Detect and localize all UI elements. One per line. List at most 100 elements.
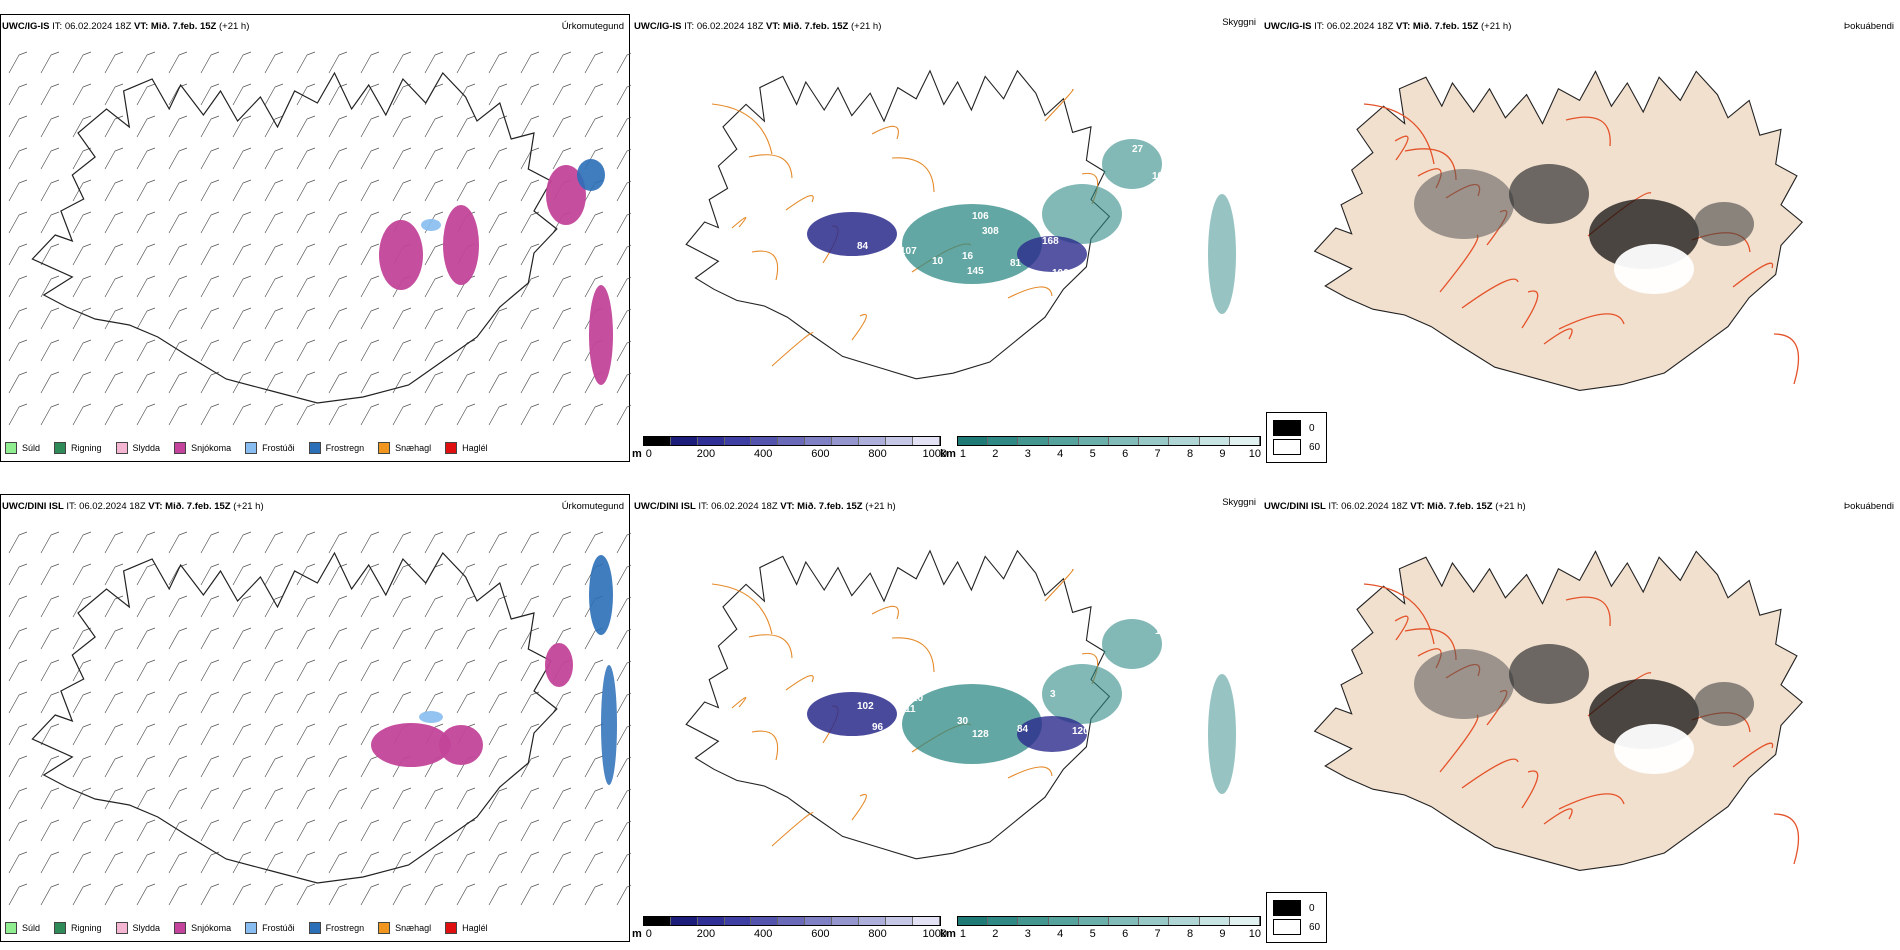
model-name: UWC/IG-IS [634, 21, 682, 32]
wind-barb [392, 179, 412, 202]
wind-barb [296, 723, 316, 746]
wind-barb [200, 51, 220, 74]
wind-barb [136, 83, 156, 106]
legend-swatch [115, 922, 128, 934]
wind-barb [520, 819, 540, 842]
colorbar-tick-label: 6 [1122, 928, 1129, 940]
wind-barb [424, 531, 444, 554]
wind-barb [360, 275, 380, 298]
road [1565, 116, 1611, 147]
model-name: UWC/DINI ISL [634, 501, 696, 512]
wind-barb [520, 179, 540, 202]
wind-barb [264, 339, 284, 362]
wind-barb [40, 627, 60, 650]
map-layer [1313, 550, 1803, 871]
visibility-value-label: 76 [837, 261, 849, 272]
wind-barb [104, 883, 124, 906]
wind-barb [104, 723, 124, 746]
low-visibility-area [902, 204, 1042, 284]
colorbar-tick-label: 200 [696, 448, 716, 460]
wind-barb [328, 339, 348, 362]
colorbar-tick-label: 0 [645, 448, 652, 460]
fog-index-area [1614, 244, 1694, 294]
colorbar-tick-label: 200 [696, 928, 716, 940]
wind-barb [232, 115, 252, 138]
colorbar-bin [912, 437, 940, 445]
legend-label: Haglél [462, 923, 488, 933]
wind-barb [200, 147, 220, 170]
wind-barb [168, 723, 188, 746]
wind-barb [584, 755, 604, 778]
legend-label: Frostregn [325, 923, 365, 933]
wind-barb [424, 51, 444, 74]
road [891, 637, 935, 673]
wind-barb [264, 211, 284, 234]
precip-legend-row1: Súld Rigning Slydda Snjókoma Frostúði Frostre… [5, 439, 502, 457]
wind-barb [200, 883, 220, 906]
coastline [1313, 550, 1803, 871]
road [1773, 333, 1800, 385]
panel-header-visibility-1: UWC/IG-IS IT: 06.02.2024 18Z VT: Mið. 7.… [634, 17, 1260, 34]
wind-barb [488, 51, 508, 74]
wind-barb [456, 307, 476, 330]
road [1007, 766, 1053, 779]
colorbar-bin [724, 437, 752, 445]
wind-barb [520, 851, 540, 874]
wind-barb [232, 403, 252, 426]
wind-barb [232, 243, 252, 266]
wind-barb [296, 179, 316, 202]
visibility-value-label: 84 [1017, 724, 1029, 735]
wind-barb [456, 627, 476, 650]
colorbar-strip [956, 436, 1261, 446]
wind-barb [616, 885, 631, 906]
wind-barb [488, 179, 508, 202]
visibility-value-label: 84 [857, 241, 869, 252]
wind-barb [8, 563, 28, 586]
wind-barb [8, 275, 28, 298]
wind-barb [200, 211, 220, 234]
wind-barb [328, 243, 348, 266]
wind-barb [72, 531, 92, 554]
legend-swatch [378, 442, 391, 454]
colorbar-bin [643, 437, 671, 445]
wind-barb [520, 787, 540, 810]
colorbar-tick-label: 3 [1024, 448, 1031, 460]
wind-barb [104, 307, 124, 330]
low-cloud-base-area [1017, 716, 1087, 752]
vt-label: VT: [1396, 21, 1411, 32]
visibility-value-label: 100 [1152, 171, 1169, 182]
colorbar-tick-label: 7 [1154, 448, 1161, 460]
map-layer [8, 531, 631, 906]
fog-legend-item: 60 [1273, 919, 1320, 935]
wind-barb [488, 531, 508, 554]
wind-barb [264, 787, 284, 810]
colorbar-bin [805, 437, 833, 445]
road [1394, 615, 1409, 641]
wind-barb [584, 883, 604, 906]
wind-barb [424, 851, 444, 874]
wind-barb [40, 755, 60, 778]
legend-label: Súld [22, 923, 41, 933]
wind-barb [392, 531, 412, 554]
wind-barb [296, 627, 316, 650]
colorbar-tick-label: 5 [1089, 448, 1096, 460]
wind-barb [264, 627, 284, 650]
colorbar-bin [1139, 917, 1170, 925]
lead-time: (+21 h) [233, 501, 264, 512]
wind-barb [296, 83, 316, 106]
wind-barb [488, 115, 508, 138]
wind-barb [104, 243, 124, 266]
wind-barb [8, 243, 28, 266]
wind-barb [168, 179, 188, 202]
wind-barb [488, 787, 508, 810]
wind-barb [232, 883, 252, 906]
wind-barb [168, 563, 188, 586]
wind-barb [296, 883, 316, 906]
wind-barb [328, 211, 348, 234]
road [785, 675, 814, 691]
colorbar-bin [832, 437, 860, 445]
visibility-value-label: 127 [897, 679, 914, 690]
wind-barb [488, 371, 508, 394]
wind-barb [136, 563, 156, 586]
wind-barb [168, 83, 188, 106]
